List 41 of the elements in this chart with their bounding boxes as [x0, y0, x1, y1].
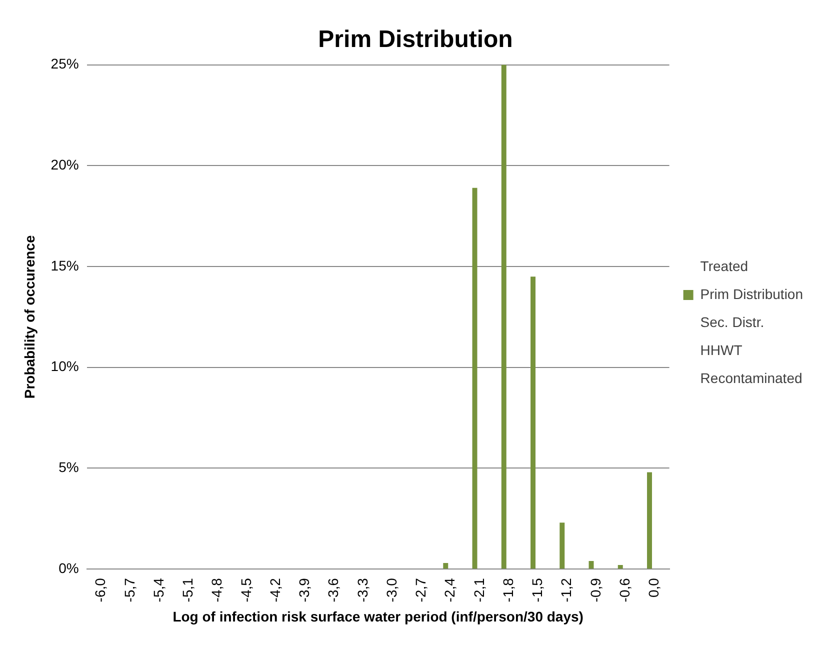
bar — [560, 522, 565, 569]
x-tick-label: -2,7 — [412, 578, 429, 602]
y-tick-label: 0% — [58, 560, 79, 576]
bar — [443, 563, 448, 569]
chart-title: Prim Distribution — [318, 26, 513, 54]
bar — [530, 276, 536, 569]
y-axis-title: Probability of occurence — [21, 235, 38, 399]
y-tick-label: 15% — [50, 257, 79, 274]
x-tick-label: -3,0 — [383, 578, 400, 602]
x-tick-label: -3,3 — [354, 578, 370, 602]
x-tick-label: -1,5 — [529, 578, 546, 602]
x-tick-label: -4,8 — [208, 578, 225, 602]
text: Recontaminated — [700, 370, 802, 386]
y-tick-label: 20% — [50, 156, 79, 173]
bar — [472, 188, 478, 569]
x-tick-label: -5,1 — [180, 578, 196, 602]
x-tick-label: -5,7 — [121, 578, 138, 602]
x-tick-label: -2,1 — [470, 578, 487, 602]
y-tick-label: 5% — [58, 459, 79, 476]
bar — [647, 472, 652, 569]
x-tick-label: -3,9 — [296, 578, 312, 602]
text: Sec. Distr. — [700, 314, 764, 330]
x-tick-label: -3,6 — [325, 578, 342, 602]
y-tick-label: 25% — [50, 56, 79, 72]
y-tick-label: 10% — [50, 358, 79, 374]
bar — [501, 64, 506, 569]
x-tick-label: -0,9 — [587, 578, 604, 602]
text: HHWT — [700, 342, 743, 358]
x-tick-label: -5,4 — [150, 578, 166, 602]
x-tick-label: -1,8 — [500, 578, 516, 602]
x-tick-label: -2,4 — [442, 578, 458, 602]
text: Treated — [700, 258, 748, 274]
x-tick-label: -6,0 — [92, 578, 108, 602]
x-tick-label: -4,5 — [238, 578, 254, 602]
x-tick-label: -1,2 — [558, 578, 574, 602]
x-axis-title: Log of infection risk surface water period (inf/person/30 days) — [172, 608, 584, 624]
x-tick-label: -0,6 — [616, 578, 632, 602]
legend-label: Prim Distribution — [700, 286, 804, 302]
bar — [618, 565, 623, 569]
x-tick-label: 0,0 — [646, 578, 662, 598]
x-tick-label: -4,2 — [266, 578, 283, 602]
